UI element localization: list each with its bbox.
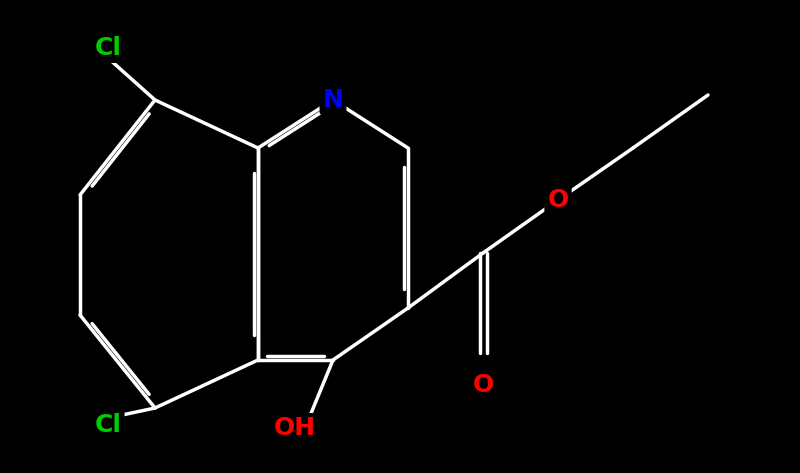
Text: OH: OH <box>274 416 316 440</box>
Text: Cl: Cl <box>94 413 122 437</box>
Text: O: O <box>472 373 494 397</box>
Text: O: O <box>547 188 569 212</box>
Text: N: N <box>322 88 343 112</box>
Text: Cl: Cl <box>94 36 122 60</box>
